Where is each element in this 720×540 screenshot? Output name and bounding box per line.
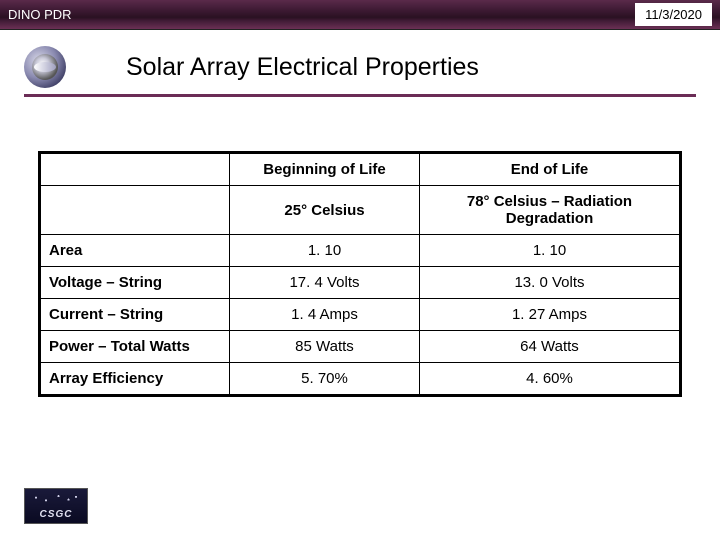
footer: CSGC: [24, 488, 88, 524]
row-eol: 13. 0 Volts: [420, 267, 681, 299]
table-row: Array Efficiency 5. 70% 4. 60%: [40, 363, 681, 396]
row-bol: 17. 4 Volts: [230, 267, 420, 299]
row-label: Current – String: [40, 299, 230, 331]
table-header-row: Beginning of Life End of Life: [40, 153, 681, 186]
table-row: Area 1. 10 1. 10: [40, 235, 681, 267]
table-subheader-bol: 25° Celsius: [230, 186, 420, 235]
mission-logo-icon: [24, 46, 66, 88]
table-subheader-empty: [40, 186, 230, 235]
table-row: Voltage – String 17. 4 Volts 13. 0 Volts: [40, 267, 681, 299]
row-eol: 1. 27 Amps: [420, 299, 681, 331]
row-bol: 1. 4 Amps: [230, 299, 420, 331]
row-eol: 4. 60%: [420, 363, 681, 396]
row-bol: 1. 10: [230, 235, 420, 267]
row-eol: 1. 10: [420, 235, 681, 267]
header-bar: DINO PDR 11/3/2020: [0, 0, 720, 30]
row-bol: 85 Watts: [230, 331, 420, 363]
table-subheader-eol: 78° Celsius – Radiation Degradation: [420, 186, 681, 235]
row-eol: 64 Watts: [420, 331, 681, 363]
header-date: 11/3/2020: [635, 3, 712, 26]
row-bol: 5. 70%: [230, 363, 420, 396]
header-title: DINO PDR: [8, 7, 72, 22]
content-area: Beginning of Life End of Life 25° Celsiu…: [0, 97, 720, 397]
row-label: Array Efficiency: [40, 363, 230, 396]
row-label: Area: [40, 235, 230, 267]
csgc-logo-text: CSGC: [40, 509, 73, 520]
table-header-empty: [40, 153, 230, 186]
title-row: Solar Array Electrical Properties: [0, 30, 720, 94]
page-title: Solar Array Electrical Properties: [126, 53, 479, 82]
table-subheader-row: 25° Celsius 78° Celsius – Radiation Degr…: [40, 186, 681, 235]
properties-table: Beginning of Life End of Life 25° Celsiu…: [38, 151, 682, 397]
table-header-bol: Beginning of Life: [230, 153, 420, 186]
table-row: Current – String 1. 4 Amps 1. 27 Amps: [40, 299, 681, 331]
row-label: Power – Total Watts: [40, 331, 230, 363]
table-header-eol: End of Life: [420, 153, 681, 186]
table-row: Power – Total Watts 85 Watts 64 Watts: [40, 331, 681, 363]
row-label: Voltage – String: [40, 267, 230, 299]
csgc-logo-icon: CSGC: [24, 488, 88, 524]
